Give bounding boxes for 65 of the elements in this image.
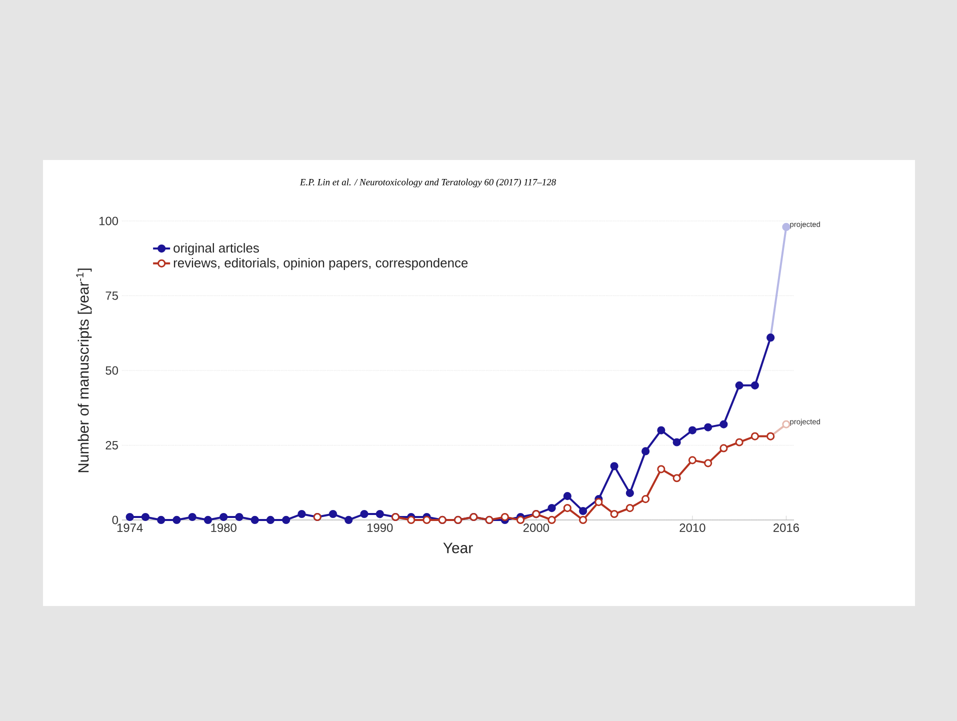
point: [610, 462, 618, 470]
x-tick-label: 2000: [523, 524, 549, 532]
point: [720, 444, 728, 452]
point: [548, 516, 556, 524]
point: [641, 447, 650, 456]
legend-label: reviews, editorials, opinion papers, correspondence: [174, 258, 468, 270]
point: [641, 495, 650, 504]
point: [220, 512, 228, 522]
legend-label: original articles: [174, 243, 259, 256]
point: [407, 516, 416, 524]
x-tick-label: 2010: [680, 524, 706, 532]
y-tick-label: 75: [106, 292, 118, 300]
point: [657, 426, 666, 434]
point: [516, 516, 525, 524]
y-tick-label: 0: [112, 516, 118, 524]
x-axis-title: Year: [443, 542, 473, 554]
point: [172, 516, 181, 524]
point: [688, 456, 696, 464]
point: [141, 512, 150, 522]
point: [657, 465, 666, 474]
y-tick-label: 100: [99, 216, 118, 226]
point: [750, 381, 759, 390]
y-tick-label: 25: [106, 441, 118, 450]
point: [344, 516, 353, 524]
point: [720, 420, 728, 428]
x-tick-label: 1974: [117, 524, 143, 532]
y-axis-title: Number of manuscripts [year$^{-1}$]: [76, 268, 92, 472]
point: [422, 516, 431, 524]
point: [548, 504, 556, 512]
point: [563, 492, 572, 500]
point: [578, 506, 588, 516]
y-tick-label: 50: [106, 366, 118, 375]
point: [188, 512, 196, 522]
point: [782, 222, 790, 232]
point: [204, 516, 212, 524]
point: [735, 438, 744, 446]
point: [782, 420, 790, 428]
point: [626, 489, 634, 498]
point: [235, 512, 244, 522]
point: [157, 516, 166, 524]
text: E.P. Lin et al. / Neurotoxicology and Teratology 60 (2017) 117–128: [300, 178, 556, 188]
point: [360, 510, 368, 518]
point: [688, 426, 696, 434]
x-tick-label: 1980: [211, 524, 236, 532]
point: [735, 381, 744, 390]
point: [704, 459, 712, 468]
point: [750, 432, 759, 440]
point: [282, 516, 290, 524]
point: [126, 512, 134, 522]
point: [328, 510, 338, 518]
point: [672, 438, 681, 446]
point: [626, 504, 634, 512]
point: [594, 498, 603, 506]
point: [266, 516, 275, 524]
point: [376, 510, 384, 518]
x-tick-label: 1990: [367, 524, 393, 532]
point: [250, 516, 259, 524]
point: [563, 504, 572, 512]
point: [298, 510, 306, 518]
point: [500, 512, 509, 522]
point: [610, 510, 618, 518]
point: [704, 423, 712, 432]
point: [578, 516, 588, 524]
point: [672, 474, 681, 482]
x-tick-label: 2016: [773, 524, 799, 532]
